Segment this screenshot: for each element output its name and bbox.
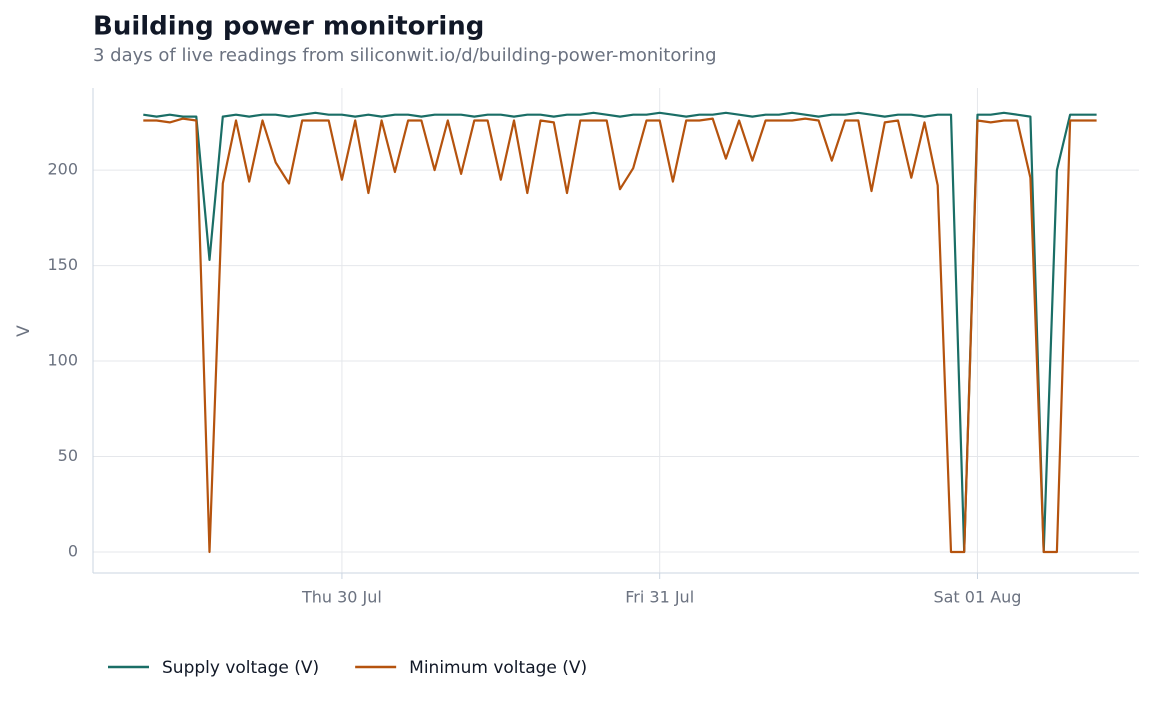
grid: 0 50 100 150 200 Thu 30 Jul Fri 31 Jul Sat 01 A… [47, 88, 1139, 607]
y-tick-label: 0 [68, 541, 78, 560]
plot [143, 111, 1097, 554]
chart-subtitle: 3 days of live readings from siliconwit.… [93, 45, 717, 66]
x-tick-label: Thu 30 Jul [301, 588, 382, 607]
y-tick-label: 200 [47, 160, 78, 179]
series-line [143, 111, 1097, 554]
legend-label: Supply voltage (V) [162, 658, 319, 678]
x-tick-label: Fri 31 Jul [625, 588, 694, 607]
y-tick-label: 100 [47, 351, 78, 370]
legend: Supply voltage (V) Minimum voltage (V) [108, 658, 587, 678]
y-tick-label: 50 [58, 446, 78, 465]
series-line [143, 117, 1097, 554]
y-axis-label: V [14, 325, 34, 337]
x-tick-label: Sat 01 Aug [933, 588, 1021, 607]
legend-label: Minimum voltage (V) [409, 658, 587, 678]
y-tick-label: 150 [47, 255, 78, 274]
chart-title: Building power monitoring [93, 12, 484, 42]
